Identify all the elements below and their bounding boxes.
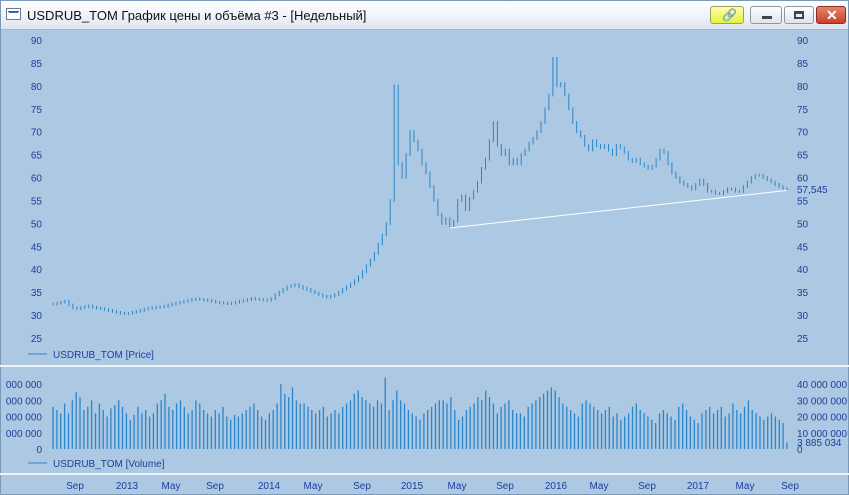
time-axis-tick: May [736,481,755,492]
chart-window-icon[interactable] [6,8,21,20]
price-tick-left: 70 [31,128,43,139]
link-button[interactable]: 🔗 [710,6,744,24]
minimize-icon [762,16,772,19]
time-axis: Sep 2013 May Sep 2014 May Sep 2015 May Sep 2016 May… [66,481,799,492]
price-tick-right: 50 [797,219,809,230]
price-tick-right: 45 [797,242,809,253]
price-tick-left: 25 [31,334,43,345]
maximize-icon [794,11,804,19]
time-axis-tick: Sep [638,481,656,492]
minimize-button[interactable] [750,6,782,24]
price-tick-left: 60 [31,174,43,185]
time-axis-tick: Sep [206,481,224,492]
volume-tick-right: 30 000 000 [797,396,847,407]
time-axis-tick: 2015 [401,481,424,492]
price-tick-left: 45 [31,242,43,253]
close-button[interactable]: ✕ [816,6,846,24]
maximize-button[interactable] [784,6,814,24]
price-legend-label: USDRUB_TOM [Price] [53,350,154,361]
volume-tick-right: 10 000 000 [797,429,847,440]
price-volume-chart[interactable]: 25 25 30 30 35 35 40 40 45 45 50 50 55 55 60 60 65 65 70 70… [0,28,849,493]
time-axis-tick: May [304,481,323,492]
time-axis-tick: Sep [781,481,799,492]
time-axis-tick: 2013 [116,481,139,492]
close-icon: ✕ [826,7,838,23]
time-axis-tick: 2017 [687,481,710,492]
price-tick-left: 35 [31,288,43,299]
price-tick-right: 60 [797,174,809,185]
volume-tick-left: 000 000 [6,396,43,407]
link-icon: 🔗 [722,8,737,22]
price-tick-left: 75 [31,105,43,116]
time-axis-tick: Sep [496,481,514,492]
price-tick-right: 25 [797,334,809,345]
volume-tick-left: 000 000 [6,429,43,440]
price-tick-left: 65 [31,151,43,162]
price-last-value-label: 57,545 [797,185,828,196]
volume-last-value-label: 3 885 034 [797,438,842,449]
price-tick-right: 80 [797,82,809,93]
time-axis-tick: 2014 [258,481,281,492]
volume-tick-right: 40 000 000 [797,380,847,391]
time-axis-tick: Sep [66,481,84,492]
time-axis-tick: May [448,481,467,492]
price-tick-right: 85 [797,59,809,70]
window-title: USDRUB_TOM График цены и объёма #3 - [Не… [27,8,367,23]
price-tick-right: 75 [797,105,809,116]
support-trendline[interactable] [450,189,788,229]
time-axis-tick: Sep [353,481,371,492]
price-tick-right: 40 [797,265,809,276]
time-axis-tick: May [162,481,181,492]
volume-tick-right: 0 [797,445,803,456]
price-tick-right: 30 [797,311,809,322]
time-axis-tick: 2016 [545,481,568,492]
price-tick-right: 70 [797,128,809,139]
price-tick-left: 90 [31,36,43,47]
volume-panel[interactable]: 40 000 000 000 000 30 000 000 000 000 20 000… [6,377,848,471]
volume-tick-right: 20 000 000 [797,413,847,424]
price-tick-left: 30 [31,311,43,322]
price-tick-left: 50 [31,219,43,230]
volume-tick-left: 000 000 [6,413,43,424]
price-tick-left: 40 [31,265,43,276]
price-tick-right: 55 [797,197,809,208]
price-panel[interactable]: 25 25 30 30 35 35 40 40 45 45 50 50 55 55 60 60 65 65 70 70… [28,36,828,361]
volume-tick-left: 000 000 [6,380,43,391]
title-bar[interactable]: USDRUB_TOM График цены и объёма #3 - [Не… [1,1,848,30]
time-axis-tick: May [590,481,609,492]
volume-legend-label: USDRUB_TOM [Volume] [53,459,165,470]
price-tick-left: 85 [31,59,43,70]
price-tick-left: 80 [31,82,43,93]
volume-tick-left: 0 [36,445,42,456]
price-tick-right: 35 [797,288,809,299]
price-tick-left: 55 [31,197,43,208]
price-tick-right: 65 [797,151,809,162]
price-tick-right: 90 [797,36,809,47]
